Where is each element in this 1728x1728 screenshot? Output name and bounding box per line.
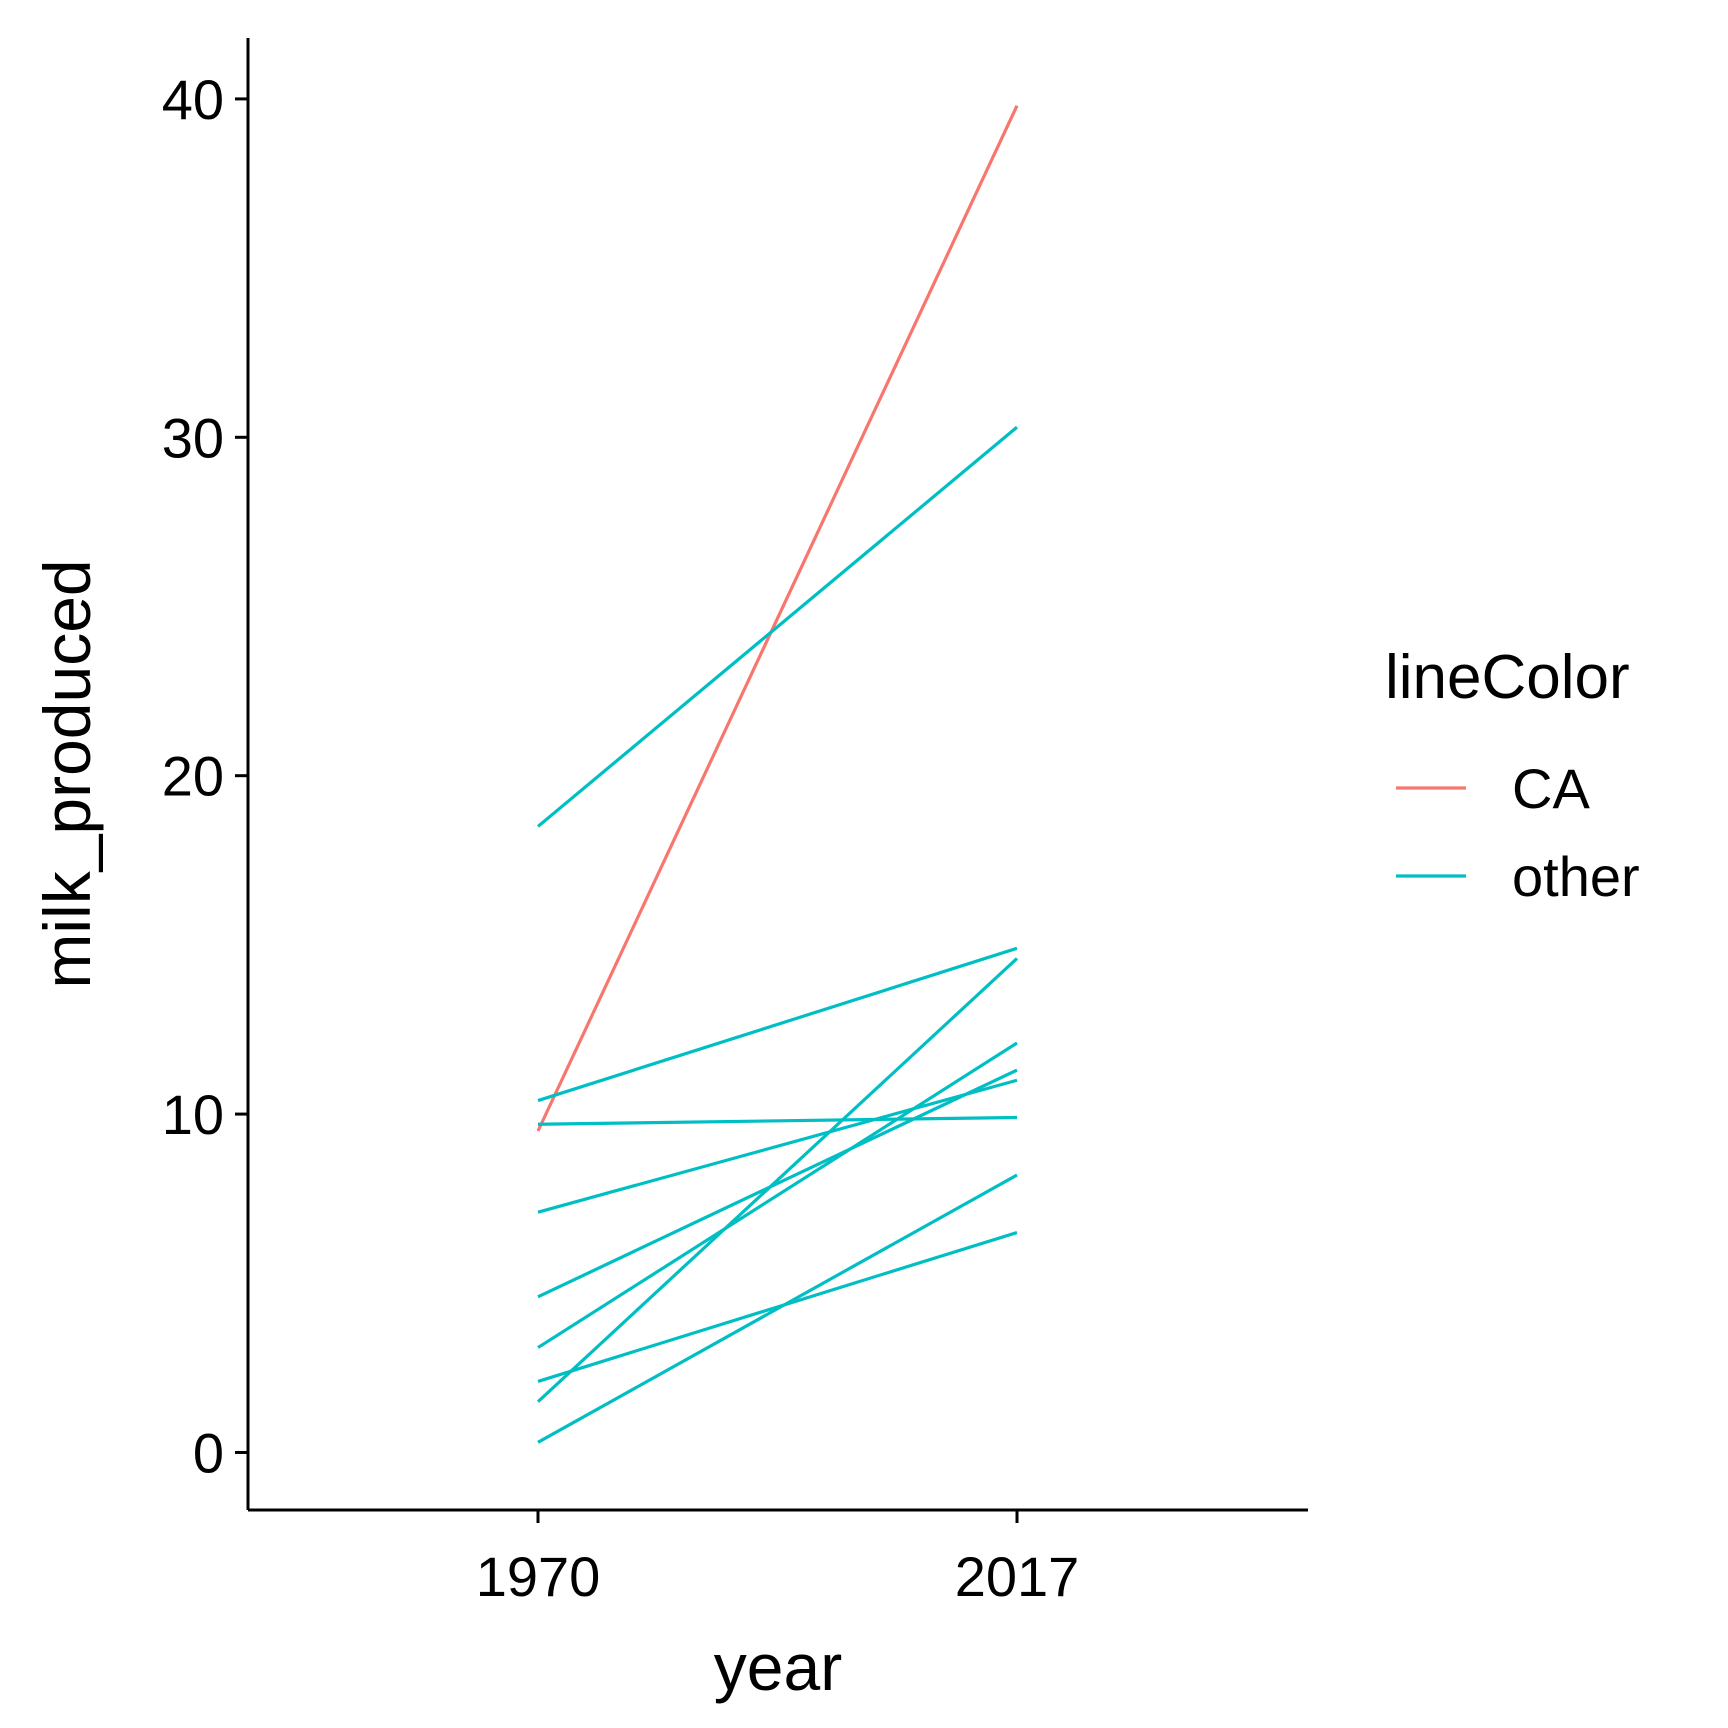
series-line-other-3 xyxy=(536,957,1019,1403)
y-tick-label: 20 xyxy=(162,745,224,808)
x-axis-ticks: 1970 2017 xyxy=(476,1510,1080,1608)
y-axis-title: milk_produced xyxy=(30,559,104,988)
series-line-ca-0 xyxy=(536,105,1019,1132)
y-axis-ticks: 0 10 20 30 40 xyxy=(162,68,248,1484)
series-line-other-6 xyxy=(537,1078,1018,1214)
series-line-other-2 xyxy=(537,946,1018,1103)
legend-label-ca: CA xyxy=(1512,757,1590,820)
y-tick-label: 40 xyxy=(162,68,224,131)
series-line-other-7 xyxy=(537,1115,1018,1126)
x-axis-title: year xyxy=(714,1630,842,1704)
series-line-other-4 xyxy=(537,1041,1018,1349)
series-line-other-8 xyxy=(537,1173,1018,1444)
series-line-other-5 xyxy=(537,1068,1018,1299)
series-line-other-9 xyxy=(537,1230,1018,1383)
y-tick-label: 0 xyxy=(193,1421,224,1484)
y-tick-label: 30 xyxy=(162,406,224,469)
series-lines xyxy=(536,105,1019,1444)
legend-entries: CA other xyxy=(1396,757,1640,908)
legend-entry-other: other xyxy=(1396,845,1640,908)
legend-label-other: other xyxy=(1512,845,1640,908)
x-tick-label: 1970 xyxy=(476,1545,601,1608)
axes xyxy=(246,38,1308,1512)
legend: lineColor CA other xyxy=(1385,643,1640,908)
y-tick-label: 10 xyxy=(162,1083,224,1146)
x-tick-label: 2017 xyxy=(955,1545,1080,1608)
series-line-other-1 xyxy=(536,425,1019,828)
legend-title: lineColor xyxy=(1385,643,1630,712)
legend-entry-ca: CA xyxy=(1396,757,1590,820)
